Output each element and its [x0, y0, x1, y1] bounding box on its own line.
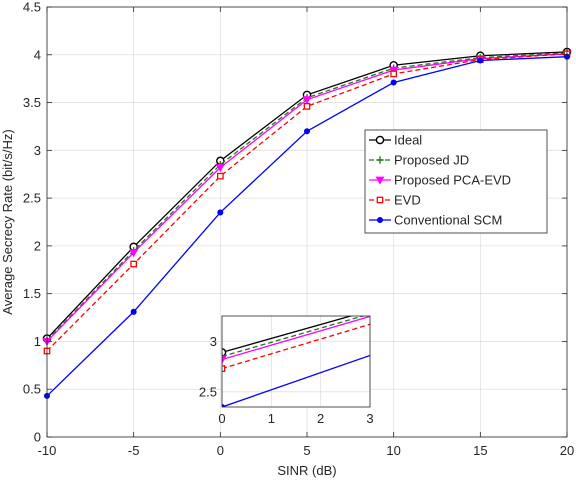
inset-series [222, 316, 370, 407]
legend-marker [376, 216, 384, 224]
inset-x-tick-label: 1 [268, 411, 275, 426]
inset-x-tick-label: 0 [218, 411, 225, 426]
legend-items: Ideal Proposed JD Proposed PCA-EVD EVD Conve… [369, 133, 511, 228]
legend-marker [376, 156, 384, 164]
inset-zoom-plot: 0 1 2 3 2.5 3 [199, 315, 374, 426]
inset-ticks: 0 1 2 3 2.5 3 [199, 334, 374, 426]
inset-series-line [222, 316, 354, 354]
data-point [303, 103, 311, 110]
inset-data-point [222, 403, 226, 407]
x-axis-label: SINR (dB) [277, 463, 336, 478]
inset-data-point [222, 356, 227, 365]
x-tick-label: 5 [303, 443, 310, 458]
data-point [130, 308, 137, 315]
data-point [389, 66, 399, 75]
inset-y-tick-label: 2.5 [199, 384, 217, 399]
x-tick-label: 10 [386, 443, 400, 458]
legend: Ideal Proposed JD Proposed PCA-EVD EVD Conve… [364, 129, 548, 234]
inset-data-point [222, 348, 227, 357]
x-tick-label: 0 [217, 443, 224, 458]
data-point [129, 249, 139, 258]
y-tick-label: 1.5 [23, 286, 41, 301]
y-tick-label: 3 [34, 143, 41, 158]
legend-marker [375, 176, 385, 185]
legend-label: Ideal [394, 133, 422, 148]
legend-marker [376, 196, 384, 204]
legend-label: Conventional SCM [394, 213, 502, 228]
legend-marker [375, 135, 385, 145]
inset-series-line [222, 354, 370, 407]
data-point [303, 128, 311, 135]
legend-label: Proposed JD [394, 153, 469, 168]
inset-series-line [222, 316, 370, 361]
y-tick-label: 3.5 [23, 95, 41, 110]
x-tick-label: -5 [128, 443, 140, 458]
y-tick-label: 2.5 [23, 191, 41, 206]
x-tick-label: 20 [560, 443, 574, 458]
data-point [215, 164, 225, 173]
inset-x-tick-label: 2 [317, 411, 324, 426]
legend-label: Proposed PCA-EVD [394, 173, 511, 188]
data-point [217, 209, 224, 216]
inset-y-tick-label: 3 [210, 334, 217, 349]
inset-x-tick-label: 3 [366, 411, 373, 426]
y-tick-label: 4 [34, 47, 41, 62]
y-tick-label: 4.5 [23, 0, 41, 15]
legend-box [364, 129, 548, 234]
y-tick-label: 0 [34, 430, 41, 445]
inset-background [222, 316, 370, 407]
inset-series-line [222, 316, 366, 358]
inset-series-line [222, 323, 370, 370]
data-point [302, 96, 312, 105]
inset-frame [221, 315, 371, 408]
data-point [390, 79, 397, 86]
y-axis-label: Average Secrecy Rate (bit/s/Hz) [0, 129, 15, 314]
y-tick-label: 0.5 [23, 382, 41, 397]
x-tick-label: -10 [38, 443, 57, 458]
y-tick-label: 2 [34, 238, 41, 253]
data-point [130, 260, 138, 268]
data-point [390, 70, 398, 78]
x-tick-label: 15 [473, 443, 487, 458]
main-series [42, 47, 572, 399]
y-tick-label: 1 [34, 334, 41, 349]
data-point [477, 57, 484, 64]
data-point [216, 172, 224, 180]
legend-label: EVD [394, 193, 421, 208]
